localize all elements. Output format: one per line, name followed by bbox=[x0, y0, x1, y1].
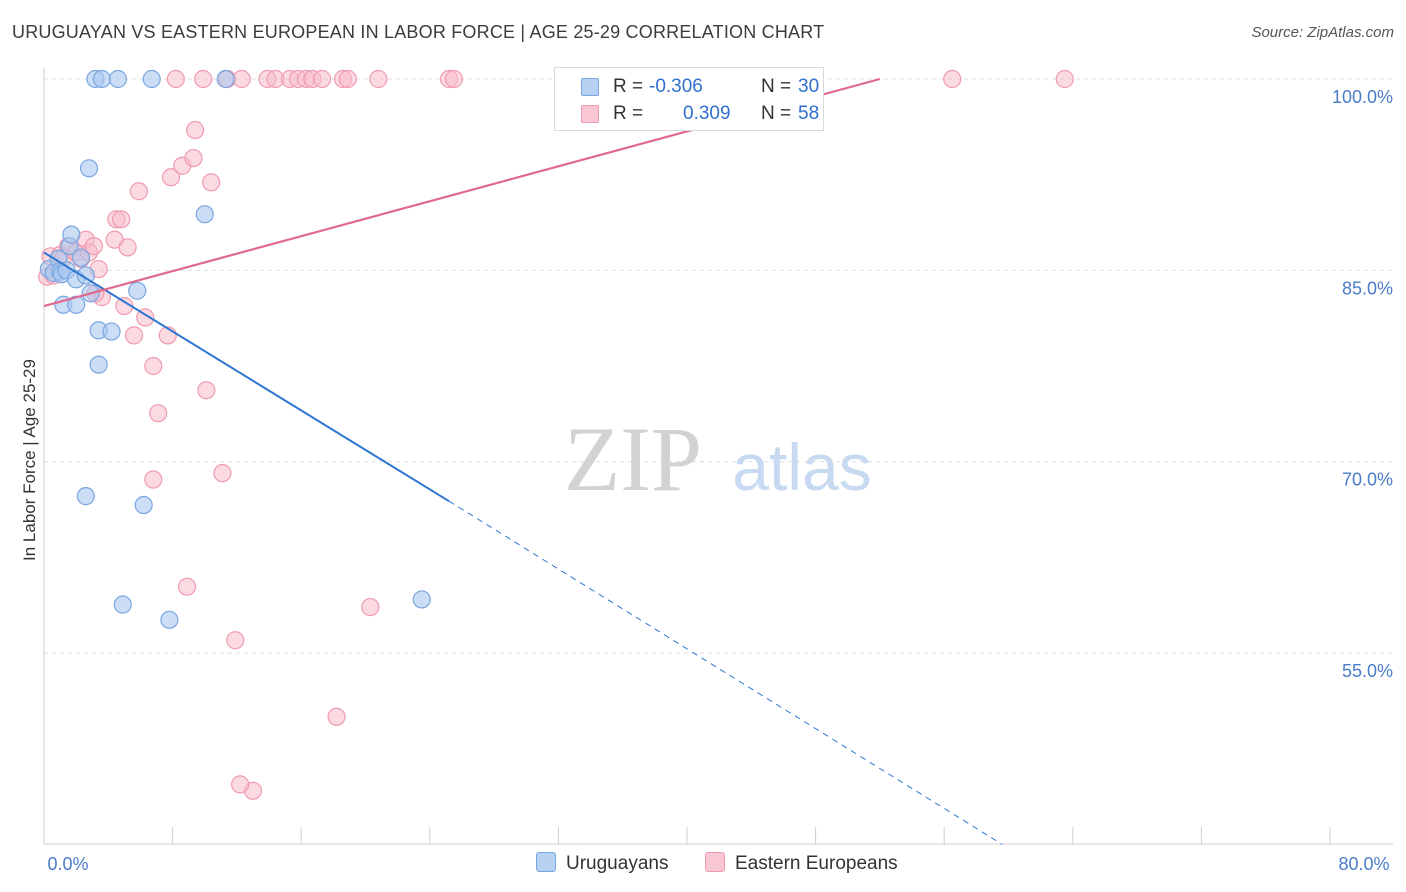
uruguayan-point bbox=[128, 281, 147, 300]
eastern-european-point bbox=[166, 69, 185, 89]
watermark: ZIP atlas bbox=[564, 408, 872, 510]
eastern-european-point bbox=[144, 470, 163, 489]
legend-r-value: 0.309 bbox=[683, 103, 731, 124]
eastern-europeans-points bbox=[38, 69, 1074, 800]
x-tick-label-max: 80.0% bbox=[1338, 854, 1389, 874]
eastern-european-point bbox=[197, 381, 216, 400]
eastern-european-point bbox=[361, 597, 380, 617]
eastern-european-point bbox=[186, 120, 205, 140]
legend-n-label: N = bbox=[761, 76, 792, 97]
uruguayan-point bbox=[108, 69, 128, 89]
watermark-atlas: atlas bbox=[732, 430, 871, 504]
eastern-european-point bbox=[129, 182, 148, 201]
chart-title: URUGUAYAN VS EASTERN EUROPEAN IN LABOR F… bbox=[12, 22, 825, 42]
uruguayan-point bbox=[102, 322, 121, 341]
eastern-european-point bbox=[112, 210, 131, 229]
eastern-european-point bbox=[1055, 69, 1074, 89]
legend-label-eastern: Eastern Europeans bbox=[735, 853, 898, 874]
eastern-european-point bbox=[124, 326, 144, 345]
uruguayan-point bbox=[76, 487, 95, 506]
legend-swatch-blue bbox=[536, 852, 556, 872]
eastern-european-point bbox=[184, 148, 203, 168]
uruguayan-point bbox=[71, 248, 91, 267]
eastern-european-point bbox=[177, 577, 197, 596]
eastern-european-point bbox=[84, 236, 103, 256]
uruguayan-point bbox=[62, 225, 81, 244]
eastern-european-point bbox=[327, 707, 346, 726]
legend-n-value: 58 bbox=[798, 103, 820, 124]
legend-r-label: R = bbox=[613, 103, 644, 124]
x-tick-label-min: 0.0% bbox=[47, 854, 88, 874]
source-note: Source: ZipAtlas.com bbox=[1251, 24, 1394, 41]
legend-swatch-blue bbox=[581, 78, 599, 96]
tick-labels: 0.0% 80.0% 55.0% 70.0% 85.0% 100.0% bbox=[47, 87, 1393, 874]
watermark-zip: ZIP bbox=[564, 408, 702, 510]
uruguayans-trend-extension bbox=[448, 500, 1003, 845]
uruguayan-point bbox=[216, 69, 235, 89]
uruguayan-point bbox=[412, 590, 431, 609]
legend-swatch-pink bbox=[705, 852, 725, 872]
uruguayan-point bbox=[160, 610, 179, 629]
eastern-european-point bbox=[226, 631, 245, 650]
legend-label-uruguayans: Uruguayans bbox=[566, 853, 669, 874]
eastern-european-point bbox=[943, 69, 962, 89]
uruguayan-point bbox=[89, 355, 108, 374]
eastern-european-point bbox=[231, 775, 250, 794]
uruguayan-point bbox=[134, 495, 153, 515]
uruguayan-point bbox=[92, 69, 111, 89]
legend-r-value: -0.306 bbox=[649, 76, 703, 97]
eastern-european-point bbox=[136, 308, 155, 327]
uruguayan-point bbox=[195, 205, 214, 224]
eastern-european-point bbox=[232, 69, 251, 89]
uruguayans-trend-line bbox=[43, 251, 450, 503]
eastern-european-point bbox=[194, 69, 213, 89]
uruguayan-point bbox=[142, 69, 161, 89]
eastern-european-point bbox=[202, 173, 221, 192]
legend-n-label: N = bbox=[761, 103, 792, 124]
y-tick-label: 85.0% bbox=[1342, 278, 1393, 298]
uruguayan-point bbox=[79, 159, 99, 178]
bottom-legend-eastern: Eastern Europeans bbox=[705, 852, 898, 875]
eastern-european-point bbox=[144, 356, 163, 376]
uruguayans-points bbox=[39, 69, 431, 629]
y-tick-label: 70.0% bbox=[1342, 470, 1393, 490]
legend-n-value: 30 bbox=[798, 76, 820, 97]
y-tick-label: 100.0% bbox=[1332, 87, 1393, 107]
eastern-european-point bbox=[369, 69, 388, 89]
eastern-european-point bbox=[118, 238, 137, 257]
bottom-legend-uruguayans: Uruguayans bbox=[536, 852, 668, 875]
legend-r-label: R = bbox=[613, 76, 644, 97]
eastern-european-point bbox=[213, 464, 232, 483]
y-tick-label: 55.0% bbox=[1342, 661, 1393, 681]
stats-legend: R = -0.306 N = 30 R = 0.309 N = 58 bbox=[554, 67, 824, 131]
eastern-european-point bbox=[149, 404, 168, 423]
eastern-european-point bbox=[161, 168, 181, 187]
eastern-european-point bbox=[312, 69, 332, 89]
gridlines bbox=[44, 78, 1393, 654]
uruguayan-point bbox=[113, 595, 132, 614]
legend-swatch-pink bbox=[581, 105, 599, 123]
eastern-european-point bbox=[444, 69, 464, 89]
axes bbox=[43, 68, 1393, 845]
eastern-european-point bbox=[338, 69, 357, 89]
